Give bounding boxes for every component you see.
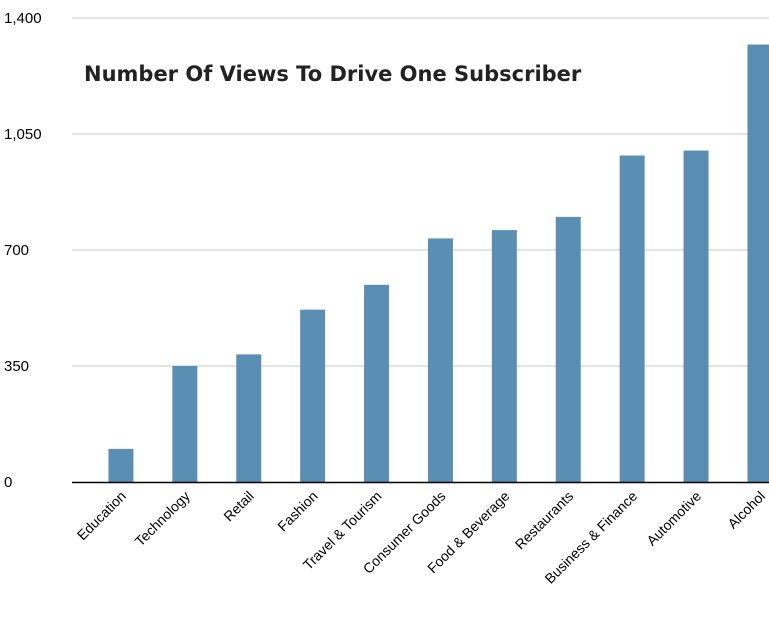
- bar: [108, 448, 134, 482]
- chart-title: Number Of Views To Drive One Subscriber: [84, 62, 582, 86]
- x-tick-label: Retail: [220, 488, 257, 525]
- x-tick-label: Alcohol: [724, 488, 768, 532]
- bar: [172, 366, 198, 482]
- bar: [427, 238, 453, 482]
- bar: [300, 309, 326, 482]
- bar: [236, 354, 262, 482]
- bar: [491, 230, 517, 482]
- x-tick-label: Automotive: [643, 488, 704, 549]
- bar: [555, 216, 581, 482]
- bar: [364, 284, 390, 482]
- y-tick-label: 1,050: [4, 126, 42, 143]
- y-tick-label: 1,400: [4, 10, 42, 27]
- x-tick-label: Technology: [132, 488, 193, 549]
- y-tick-label: 700: [4, 242, 29, 259]
- y-tick-label: 0: [4, 474, 12, 491]
- bar: [683, 150, 709, 483]
- x-tick-label: Fashion: [274, 488, 321, 535]
- y-axis-ticks: 0 350 700 1,050 1,400: [4, 10, 42, 491]
- y-tick-label: 350: [4, 358, 29, 375]
- bar-layer: [108, 44, 769, 483]
- grid-layer: [72, 17, 769, 367]
- bar: [747, 44, 769, 483]
- bar: [619, 155, 645, 483]
- x-tick-label: Education: [74, 488, 129, 543]
- x-tick-label: Restaurants: [512, 488, 577, 553]
